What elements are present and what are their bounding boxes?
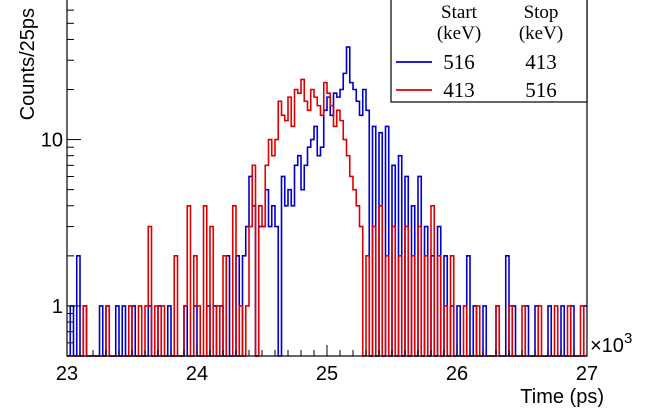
x-axis-multiplier: ×103 xyxy=(590,330,632,357)
legend-series-1-start: 516 xyxy=(443,50,475,74)
legend-header-stop: Stop xyxy=(524,2,559,23)
legend-unit-start: (keV) xyxy=(437,23,481,44)
legend-header-start: Start xyxy=(441,2,478,23)
axes-layer: 23 24 25 26 27 1 10 xyxy=(41,9,598,385)
x-axis-multiplier-exponent: 3 xyxy=(624,330,632,347)
x-axis-multiplier-base: ×10 xyxy=(590,335,624,357)
x-tick-label: 24 xyxy=(186,363,208,385)
y-tick-label: 10 xyxy=(41,130,63,152)
y-tick-label: 1 xyxy=(52,296,63,318)
legend-box xyxy=(390,0,588,103)
legend: Start Stop (keV) (keV) 516 413 413 516 xyxy=(390,0,588,103)
legend-series-2-start: 413 xyxy=(443,78,475,102)
x-tick-label: 25 xyxy=(316,363,338,385)
x-tick-label: 26 xyxy=(446,363,468,385)
legend-series-1-stop: 413 xyxy=(525,50,557,74)
x-tick-label: 27 xyxy=(576,363,598,385)
x-axis-title: Time (ps) xyxy=(520,386,604,408)
x-tick-label: 23 xyxy=(56,363,78,385)
y-axis-title: Counts/25ps xyxy=(17,8,39,120)
legend-series-2-stop: 516 xyxy=(525,78,557,102)
legend-unit-stop: (keV) xyxy=(519,23,563,44)
